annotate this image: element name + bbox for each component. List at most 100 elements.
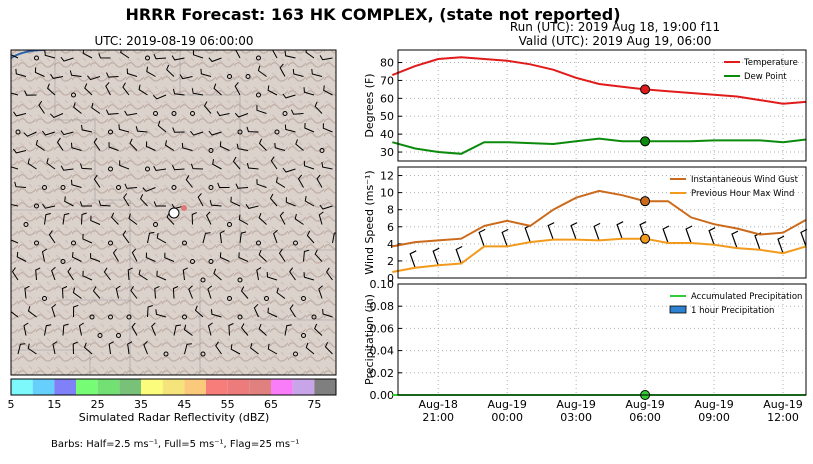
legend-label: Dew Point — [744, 72, 787, 82]
wind-barb — [98, 53, 111, 59]
wind-barb — [284, 124, 296, 133]
wind-barb — [90, 215, 101, 225]
wind-barb — [332, 232, 336, 244]
legend-swatch — [669, 305, 687, 314]
wind-barb — [685, 225, 693, 244]
colorbar-label: Simulated Radar Reflectivity (dBZ) — [79, 411, 270, 424]
x-tick-label-date: Aug-19 — [556, 398, 595, 411]
calm-wind-circle — [89, 314, 95, 320]
wind-barb — [185, 175, 193, 188]
wind-barb — [71, 179, 82, 188]
y-tick-label: 10 — [380, 187, 394, 200]
wind-barb — [235, 50, 241, 59]
wind-barb — [145, 252, 156, 262]
calm-wind-circle — [34, 240, 39, 246]
wind-barb — [253, 303, 259, 318]
wind-barb — [155, 309, 167, 318]
wind-barb — [282, 167, 296, 173]
wind-barb — [290, 109, 304, 115]
colorbar-segment — [184, 379, 206, 395]
wind-barb — [279, 63, 286, 77]
colorbar-segment — [314, 379, 336, 395]
wind-barb — [319, 55, 333, 61]
calm-wind-circle — [34, 55, 39, 61]
calm-wind-circle — [42, 296, 47, 301]
wind-barb — [106, 72, 119, 78]
wind-barb — [318, 211, 324, 225]
wind-barb — [208, 57, 222, 63]
wind-barb — [256, 105, 267, 114]
wind-barb — [256, 179, 267, 188]
wind-barb — [294, 213, 304, 225]
y-tick-label: 80 — [380, 57, 394, 70]
wind-barb — [267, 85, 278, 96]
calm-wind-circle — [237, 314, 243, 320]
wind-barb — [207, 322, 213, 336]
wind-barb — [81, 124, 93, 133]
wind-barb — [282, 93, 296, 99]
colorbar-tick-label: 65 — [264, 398, 278, 411]
wind-barb — [142, 187, 156, 192]
y-tick-label: 70 — [380, 74, 394, 87]
y-tick-label: 12 — [380, 170, 394, 183]
wind-barb — [24, 285, 30, 299]
wind-barb — [238, 252, 249, 262]
calm-wind-circle — [264, 296, 269, 301]
wind-barb — [202, 232, 211, 244]
y-tick-label: 50 — [380, 110, 394, 123]
wind-barb — [78, 322, 84, 336]
wind-barb — [73, 304, 79, 318]
y-axis-label: Wind Speed (ms⁻¹) — [363, 170, 376, 274]
y-tick-label: 60 — [380, 92, 394, 105]
calm-wind-circle — [282, 111, 288, 116]
wind-barb — [51, 266, 56, 281]
wind-barb — [119, 160, 130, 170]
wind-barb — [708, 227, 716, 245]
colorbar-segment — [11, 379, 33, 395]
wind-barb — [93, 137, 101, 151]
wind-barb — [172, 127, 185, 133]
calm-wind-circle — [301, 333, 306, 338]
y-tick-label: 4 — [387, 238, 394, 251]
wind-barb — [122, 82, 130, 96]
wind-barb — [219, 252, 230, 262]
wind-barb — [800, 228, 808, 247]
wind-barb — [269, 193, 278, 207]
calm-wind-circle — [71, 240, 76, 246]
y-tick-label: 0.00 — [370, 389, 395, 402]
wind-barb — [323, 85, 333, 96]
calm-wind-circle — [60, 259, 66, 264]
wind-barb — [272, 50, 278, 59]
wind-barb — [324, 342, 333, 355]
wind-barb — [246, 162, 259, 170]
wind-barb — [240, 286, 249, 299]
wind-barb — [731, 230, 739, 249]
valid-time-marker — [640, 136, 651, 147]
map-title: UTC: 2019-08-19 06:00:00 — [94, 34, 253, 48]
figure-title: HRRR Forecast: 163 HK COMPLEX, (state no… — [125, 5, 620, 24]
colorbar-tick-label: 25 — [91, 398, 105, 411]
legend: Instantaneous Wind Gust Previous Hour Max… — [670, 175, 799, 199]
wind-barb — [270, 156, 278, 170]
calm-wind-circle — [42, 185, 47, 190]
colorbar-frame — [10, 378, 337, 396]
wind-barb — [267, 344, 278, 355]
wind-barb — [24, 90, 37, 96]
calm-wind-circle — [71, 92, 76, 98]
wind-barb — [212, 159, 222, 170]
wind-barb — [130, 286, 138, 299]
wind-barb — [230, 196, 241, 207]
wind-barb — [219, 141, 230, 151]
wind-barb — [44, 50, 56, 59]
wind-barb — [318, 285, 323, 299]
wind-barb — [240, 323, 249, 336]
wind-barb — [80, 163, 93, 170]
y-tick-label: 30 — [380, 146, 394, 159]
wind-barb — [128, 213, 138, 225]
wind-barb — [79, 201, 92, 207]
wind-barb — [14, 181, 27, 188]
wind-barb — [232, 156, 241, 170]
calm-wind-circle — [153, 222, 158, 227]
wind-barb — [87, 75, 101, 81]
